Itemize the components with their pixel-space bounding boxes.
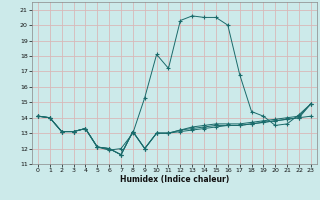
X-axis label: Humidex (Indice chaleur): Humidex (Indice chaleur) <box>120 175 229 184</box>
